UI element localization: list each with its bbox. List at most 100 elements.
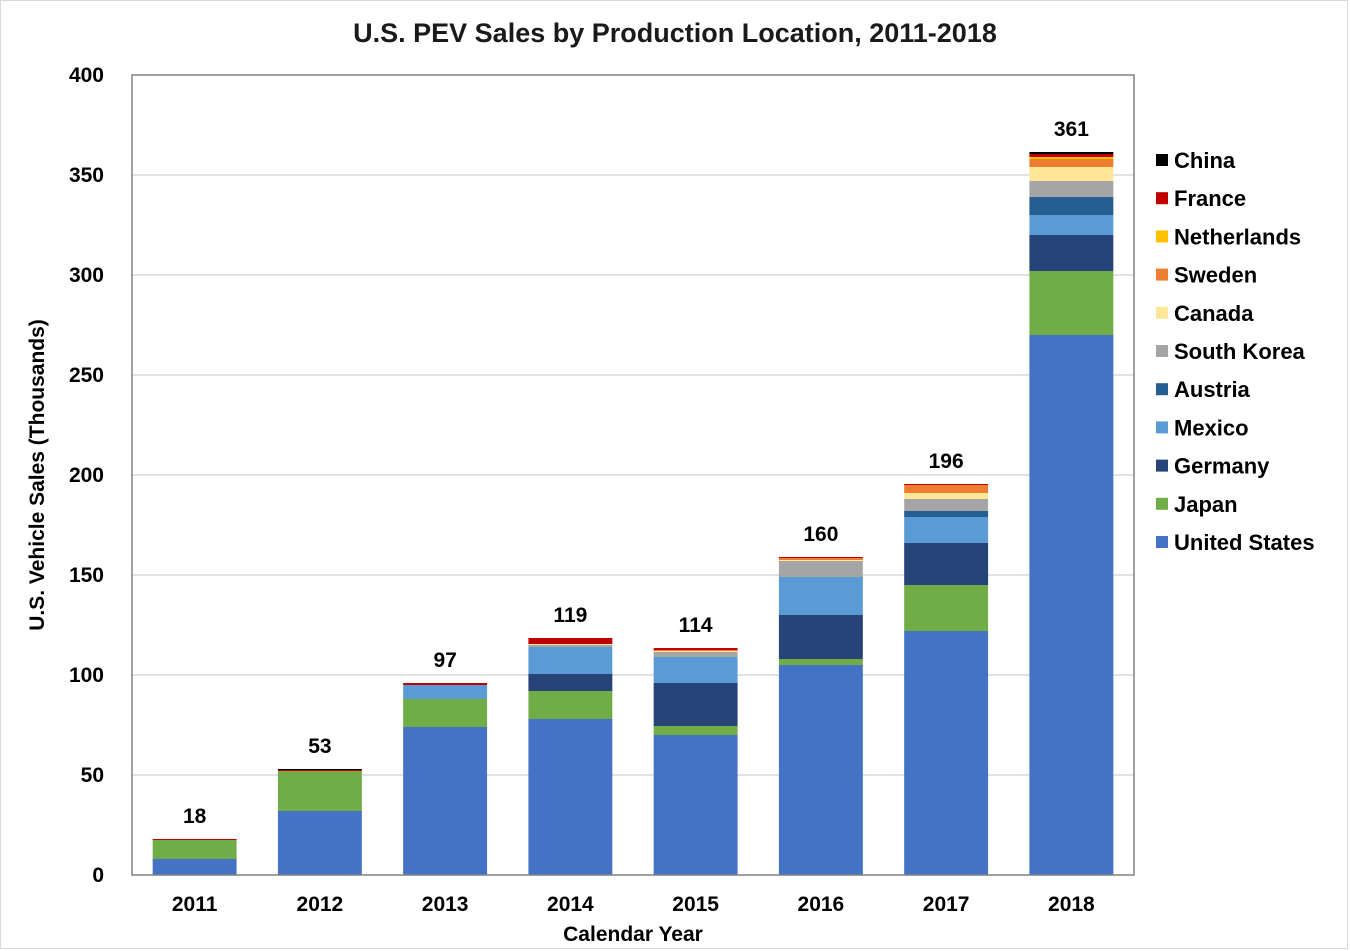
y-axis-title: U.S. Vehicle Sales (Thousands) [26,319,49,631]
bar-sweden-2016 [778,558,863,560]
bar-china-2012 [277,769,362,770]
bar-germany-2014 [528,674,613,691]
bar-japan-2013 [403,699,488,727]
legend-label: France [1174,186,1246,211]
legend-swatch-austria [1156,383,1168,396]
y-tick-label: 50 [81,764,104,787]
bar-mexico-2016 [778,577,863,615]
bar-germany-2017 [904,543,989,585]
bar-stacks [152,152,1114,875]
bar-france-2011 [152,839,237,840]
bar-mexico-2017 [904,517,989,543]
y-tick-label: 100 [69,664,104,687]
legend-label: China [1174,148,1236,173]
total-labels: 18 53 97 119 114 160 196 361 [183,118,1089,828]
total-label-2012: 53 [308,735,331,758]
bar-france-2016 [778,557,863,558]
y-tick-label: 350 [69,164,104,187]
bar-netherlands-2018 [1029,157,1114,159]
bar-china-2018 [1029,152,1114,154]
bar-mexico-2018 [1029,215,1114,235]
y-tick-label: 400 [69,64,104,87]
x-tick-label: 2013 [422,893,469,916]
bar-japan-2014 [528,691,613,719]
bar-canada-2016 [778,560,863,561]
y-tick-label: 150 [69,564,104,587]
y-tick-label: 0 [92,864,104,887]
bar-canada-2015 [653,651,738,652]
legend-label: South Korea [1174,339,1306,364]
bar-canada-2018 [1029,167,1114,181]
legend-swatch-netherlands [1156,230,1168,243]
bar-south-korea-2014 [528,645,613,647]
bar-sweden-2018 [1029,159,1114,167]
bar-france-2013 [403,683,488,685]
bar-sweden-2017 [904,485,989,493]
bar-japan-2016 [778,659,863,665]
legend-label: Germany [1174,454,1270,479]
x-tick-label: 2012 [297,893,344,916]
x-tick-labels: 2011 2012 2013 2014 2015 2016 2017 2018 [172,893,1095,916]
legend-label: Sweden [1174,263,1257,288]
bar-france-2017 [904,484,989,485]
total-label-2014: 119 [553,604,587,627]
bar-sweden-2015 [653,650,738,651]
y-tick-label: 300 [69,264,104,287]
bar-france-2014 [528,638,613,644]
legend-swatch-france [1156,192,1168,205]
legend-label: Netherlands [1174,224,1301,249]
bar-japan-2017 [904,585,989,631]
x-tick-label: 2016 [798,893,845,916]
bar-austria-2018 [1029,197,1114,215]
bar-south-korea-2017 [904,499,989,511]
bar-united-states-2018 [1029,335,1114,875]
chart-title: U.S. PEV Sales by Production Location, 2… [353,18,997,48]
bar-japan-2018 [1029,271,1114,335]
bar-united-states-2015 [653,735,738,875]
bar-united-states-2014 [528,719,613,875]
bar-united-states-2016 [778,665,863,875]
bar-japan-2015 [653,726,738,735]
legend-swatch-sweden [1156,268,1168,281]
bar-canada-2014 [528,644,613,645]
bar-france-2012 [277,770,362,771]
legend-label: Austria [1174,377,1251,402]
plot-area-border [131,74,1135,876]
legend-swatch-china [1156,154,1168,166]
bar-germany-2018 [1029,235,1114,271]
legend-label: United States [1174,530,1315,555]
bar-south-korea-2015 [653,652,738,657]
bar-mexico-2014 [528,647,613,674]
x-tick-label: 2018 [1048,893,1095,916]
x-tick-label: 2015 [672,893,719,916]
legend-label: Japan [1174,492,1238,517]
bar-france-2018 [1029,154,1114,157]
total-label-2017: 196 [929,450,964,473]
bar-united-states-2012 [277,811,362,875]
y-tick-labels: 0 50 100 150 200 250 300 350 400 [69,64,104,887]
legend-swatch-united-states [1156,536,1168,548]
bar-germany-2015 [653,683,738,726]
legend-label: Mexico [1174,415,1249,440]
x-tick-label: 2017 [923,893,970,916]
bar-mexico-2013 [403,685,488,699]
total-label-2013: 97 [433,649,456,672]
bar-mexico-2015 [653,657,738,683]
legend-swatch-canada [1156,306,1168,319]
bar-japan-2011 [152,840,237,859]
legend: China France Netherlands Sweden Canada South … [1156,148,1315,555]
bar-united-states-2017 [904,631,989,875]
bar-canada-2017 [904,493,989,499]
x-axis-title: Calendar Year [563,923,703,946]
bar-united-states-2011 [152,859,237,875]
bar-austria-2017 [904,511,989,517]
legend-label: Canada [1174,301,1254,326]
y-tick-label: 250 [69,364,104,387]
total-label-2015: 114 [679,614,713,637]
x-tick-label: 2014 [547,893,594,916]
bar-japan-2012 [277,771,362,811]
total-label-2016: 160 [803,523,838,546]
bar-germany-2016 [778,615,863,659]
